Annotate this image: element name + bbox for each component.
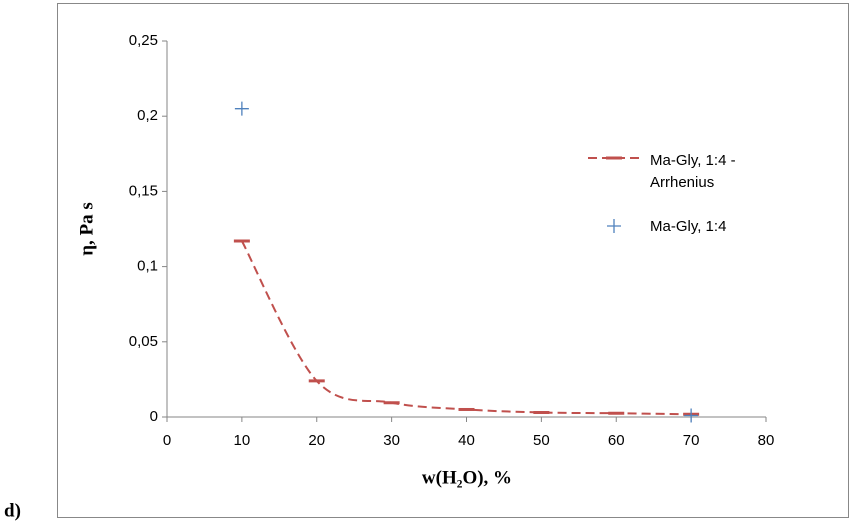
y-axis-label: η, Pa s (76, 202, 97, 256)
x-tick-label: 40 (458, 432, 475, 449)
x-tick-label: 10 (234, 432, 251, 449)
x-tick-label: 80 (758, 432, 775, 449)
x-tick-label: 30 (383, 432, 400, 449)
y-tick-label: 0,1 (137, 258, 158, 275)
x-axis-label: w(H₂O), % (422, 467, 512, 488)
x-tick-label: 50 (533, 432, 550, 449)
legend-swatch (607, 219, 621, 233)
x-tick-label: 0 (163, 432, 171, 449)
x-tick-label: 60 (608, 432, 625, 449)
chart-border (57, 3, 849, 518)
point-marker (684, 408, 699, 423)
legend-label: Ma-Gly, 1:4 - Arrhenius (650, 152, 736, 191)
series-line (240, 240, 692, 416)
legend-label: Ma-Gly, 1:4 (650, 218, 727, 235)
y-tick-label: 0,2 (137, 107, 158, 124)
y-tick-label: 0,15 (129, 182, 158, 199)
panel-label: d) (4, 500, 21, 521)
y-tick-label: 0,05 (129, 333, 158, 350)
y-tick-label: 0 (150, 408, 158, 425)
x-tick-label: 20 (308, 432, 325, 449)
y-tick-label: 0,25 (129, 32, 158, 49)
point-marker (234, 101, 249, 116)
x-tick-label: 70 (683, 432, 700, 449)
